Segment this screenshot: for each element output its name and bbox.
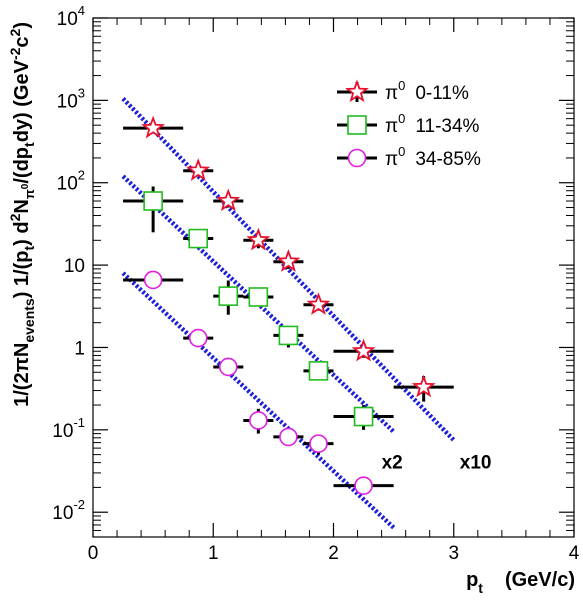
fit-lines	[121, 97, 456, 530]
plot-frame	[92, 17, 575, 538]
legend-label-2: π0 11-34%	[385, 111, 480, 137]
x-tick-label: 3	[448, 543, 459, 564]
legend: π0 0-11% π0 11-34% π0 34-85%	[337, 78, 481, 170]
y-tick-label: 103	[57, 85, 85, 112]
axes	[92, 17, 575, 538]
annotations: x2 x10	[382, 452, 492, 473]
y-tick-label: 102	[57, 168, 85, 195]
axis-ticks: 0 1 2 3 4 10-2 10-1 1 10 102 103 104	[52, 3, 579, 564]
annotation-x2: x2	[382, 452, 403, 473]
fit-line-1	[121, 97, 456, 442]
data-point-series-3	[354, 476, 373, 495]
annotation-x10: x10	[460, 452, 492, 473]
data-point-series-3	[279, 427, 298, 447]
data-point-series-1	[351, 338, 376, 362]
x-tick-label: 1	[208, 543, 219, 564]
y-axis-title: 1/(2πNevents) 1/(pt) d2Nπ0/(dptdy) (GeV-…	[7, 22, 37, 407]
data-point-series-2	[143, 191, 163, 211]
y-tick-label: 104	[57, 3, 85, 30]
data-point-series-2	[278, 325, 299, 346]
data-point-series-3	[143, 270, 163, 290]
x-tick-label: 4	[569, 543, 580, 564]
data-point-series-1	[411, 374, 436, 398]
legend-marker-2	[347, 115, 367, 135]
data-point-series-1	[276, 249, 301, 272]
data-point-series-1	[246, 227, 271, 251]
data-point-series-2	[248, 287, 269, 307]
data-point-series-1	[186, 158, 211, 181]
y-tick-label: 10-1	[52, 415, 85, 442]
data-point-series-3	[249, 411, 268, 430]
data-point-series-1	[141, 115, 166, 139]
legend-marker-3	[347, 148, 367, 168]
data-point-series-2	[308, 361, 329, 381]
data-markers	[141, 115, 436, 495]
data-point-series-3	[218, 357, 238, 377]
legend-label-1: π0 0-11%	[385, 78, 469, 104]
y-tick-label: 1	[74, 338, 85, 359]
x-axis-title: pt (GeV/c)	[466, 569, 575, 596]
data-point-series-1	[216, 188, 241, 212]
data-point-series-1	[306, 292, 331, 315]
data-point-series-2	[188, 228, 209, 249]
data-point-series-2	[218, 286, 239, 306]
y-tick-label: 10	[64, 256, 85, 277]
data-point-series-2	[353, 406, 374, 427]
legend-marker-1	[345, 79, 369, 103]
legend-label-3: π0 34-85%	[385, 144, 481, 170]
x-tick-label: 0	[88, 543, 99, 564]
fit-line-3	[121, 271, 396, 530]
data-point-series-3	[309, 434, 328, 453]
y-tick-label: 10-2	[52, 497, 85, 524]
x-tick-label: 2	[328, 543, 339, 564]
data-point-series-3	[188, 328, 208, 348]
